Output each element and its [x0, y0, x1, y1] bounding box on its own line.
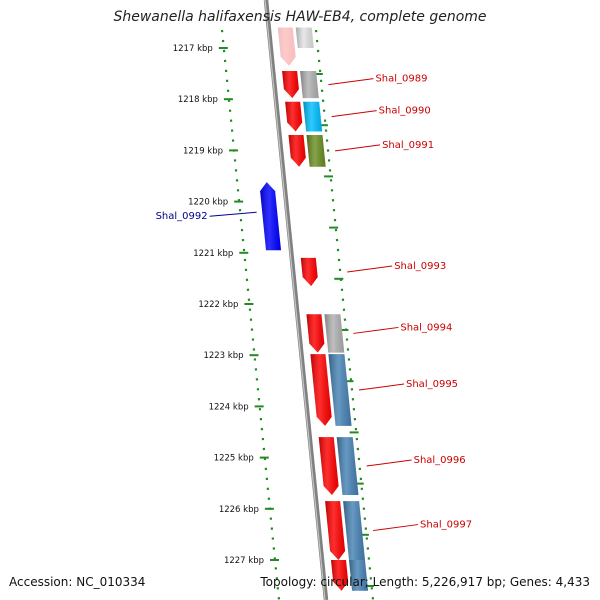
genome-backbone: [263, 0, 329, 600]
genome-summary-text: Topology: circular; Length: 5,226,917 bp…: [260, 575, 590, 589]
feature-label: Shal_0994: [400, 322, 452, 333]
feature-label: Shal_0997: [420, 520, 472, 531]
genome-backbone-highlight: [264, 0, 326, 600]
forward-cds-arrow: [325, 501, 346, 560]
scale-tick-label: 1226 kbp: [219, 505, 259, 515]
label-leader-line: [366, 459, 412, 467]
label-leader-line: [331, 110, 377, 118]
label-leader-line: [328, 78, 374, 86]
scale-tick-label: 1221 kbp: [193, 249, 233, 259]
forward-cds-arrow: [318, 437, 339, 495]
forward-cds-arrow: [306, 314, 325, 353]
scale-tick-label: 1219 kbp: [183, 146, 223, 156]
forward-cds-arrow: [282, 71, 299, 99]
outer-feature-shading: [349, 560, 369, 591]
scale-tick-label: 1224 kbp: [209, 402, 249, 412]
outer-feature-shading: [336, 437, 359, 495]
forward-cds-arrow: [310, 354, 332, 426]
forward-cds-arrow-shading: [325, 501, 346, 560]
genome-title: Shewanella halifaxensis HAW-EB4, complet…: [113, 9, 487, 25]
forward-cds-arrow-shading: [300, 257, 318, 287]
feature-label: Shal_0993: [394, 261, 446, 272]
scale-tick-label: 1227 kbp: [224, 556, 264, 566]
feature-label: Shal_0991: [382, 140, 434, 151]
outer-feature-shading: [324, 314, 345, 353]
outer-feature-track: [295, 27, 369, 591]
forward-cds-arrow-shading: [288, 135, 306, 167]
scale-tick-label: 1223 kbp: [203, 351, 243, 361]
outer-feature-shading: [295, 27, 314, 48]
reverse-cds-arrow: [260, 182, 282, 251]
forward-cds-arrow: [285, 101, 303, 132]
feature-labels: Shal_0989 Shal_0990 Shal_0991 Shal_0992 Shal…: [156, 74, 472, 532]
scale-tick-label: 1217 kbp: [173, 44, 213, 54]
outer-feature-shading: [303, 101, 323, 132]
forward-cds-arrow: [331, 560, 349, 591]
feature-label: Shal_0990: [379, 106, 431, 117]
reverse-cds-arrow-shading: [260, 182, 282, 251]
forward-cds-arrow-shading: [318, 437, 339, 495]
forward-cds-arrow-shading: [331, 560, 349, 591]
accession-text: Accession: NC_010334: [9, 575, 146, 589]
feature-label: Shal_0989: [375, 74, 427, 85]
forward-cds-arrow-shading: [277, 27, 296, 66]
forward-cds-arrow-shading: [282, 71, 299, 99]
label-leader-line: [335, 144, 381, 152]
forward-cds-arrow-shading: [306, 314, 325, 353]
outer-feature-shading: [328, 354, 352, 426]
forward-cds-arrow-shading: [285, 101, 303, 132]
scale-tick-label: 1220 kbp: [188, 198, 228, 208]
scale-tick-label: 1222 kbp: [198, 300, 238, 310]
forward-cds-arrow-shading: [310, 354, 332, 426]
outer-feature-shading: [306, 135, 326, 167]
label-leader-line: [347, 265, 393, 273]
cds-track: [260, 27, 349, 591]
feature-label: Shal_0996: [414, 455, 466, 466]
feature-label: Shal_0995: [406, 379, 458, 390]
feature-label: Shal_0992: [156, 211, 208, 222]
outer-feature-shading: [300, 71, 319, 99]
forward-cds-arrow: [277, 27, 296, 66]
forward-cds-arrow: [300, 257, 318, 287]
label-leader-line: [358, 383, 405, 391]
scale-tick-label: 1218 kbp: [178, 95, 218, 105]
forward-cds-arrow: [288, 135, 306, 167]
outer-feature-shading: [343, 501, 365, 560]
label-leader-line: [209, 211, 257, 217]
label-leader-line: [372, 524, 419, 532]
label-leader-line: [353, 326, 399, 334]
scale-tick-label: 1225 kbp: [214, 454, 254, 464]
scale-ruler: 1217 kbp 1218 kbp 1219 kbp 1220 kbp 1221 kbp…: [173, 29, 375, 600]
